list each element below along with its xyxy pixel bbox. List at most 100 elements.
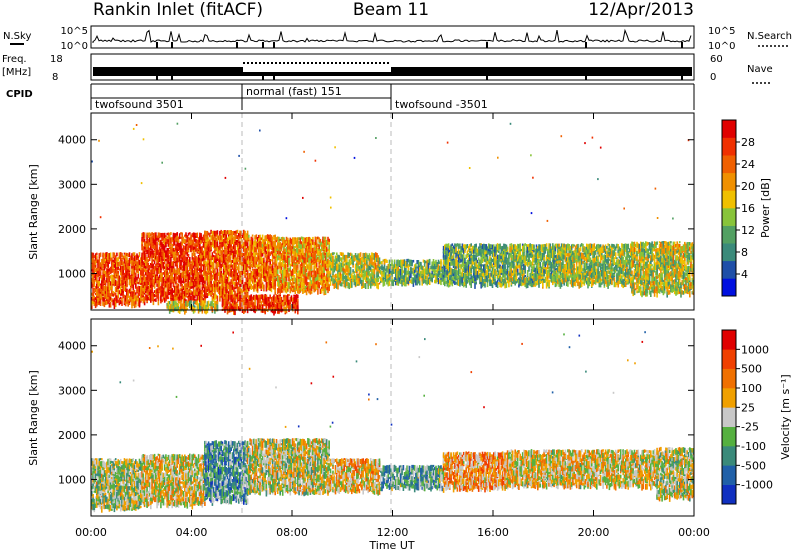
scatter-cell [135, 257, 137, 265]
scatter-cell [205, 230, 207, 235]
scatter-cell [249, 257, 251, 262]
scatter-cell [271, 243, 274, 251]
scatter-cell [260, 270, 263, 274]
scatter-cell [128, 301, 131, 305]
scatter-cell [222, 241, 225, 247]
scatter-cell [251, 252, 254, 256]
scatter-cell [204, 282, 206, 288]
scatter-cell [299, 252, 302, 260]
scatter-cell [185, 271, 187, 276]
scatter-cell [225, 244, 227, 249]
scatter-cell [172, 255, 175, 261]
scatter-cell [117, 288, 119, 296]
scatter-cell [273, 274, 275, 278]
scatter-cell [92, 288, 94, 292]
scatter-cell [256, 264, 259, 268]
scatter-cell [230, 248, 232, 255]
scatter-cell [263, 260, 265, 264]
scatter-cell [227, 261, 230, 264]
scatter-cell [283, 269, 285, 274]
scatter-cell [233, 279, 235, 282]
scatter-cell [187, 296, 190, 302]
scatter-cell [186, 292, 189, 295]
scatter-cell [221, 275, 224, 281]
scatter-cell [106, 268, 108, 274]
scatter-cell [91, 257, 93, 263]
scatter-cell [251, 239, 254, 245]
scatter-cell [210, 282, 212, 288]
scatter-cell [196, 257, 199, 264]
scatter-cell [156, 243, 158, 250]
scatter-cell [162, 287, 165, 293]
scatter-cell [93, 266, 96, 273]
scatter-cell [266, 261, 269, 269]
scatter-cell [288, 267, 290, 272]
scatter-cell [119, 270, 122, 276]
scatter-cell [241, 242, 244, 247]
scatter-cell [117, 271, 119, 274]
scatter-cell [96, 252, 98, 255]
scatter-cell [190, 292, 192, 295]
scatter-cell [101, 275, 103, 281]
scatter-cell [162, 272, 165, 275]
scatter-cell [177, 276, 180, 283]
scatter-cell [224, 272, 226, 278]
scatter-cell [103, 297, 106, 302]
scatter-cell [314, 239, 317, 246]
scatter-cell [319, 271, 322, 276]
scatter-cell [279, 255, 281, 259]
scatter-cell [165, 258, 167, 262]
scatter-cell [155, 274, 157, 280]
scatter-cell [184, 259, 186, 264]
scatter-cell [206, 284, 209, 289]
scatter-cell [176, 266, 178, 273]
scatter-cell [281, 250, 284, 256]
scatter-cell [106, 252, 108, 258]
scatter-cell [197, 272, 200, 280]
scatter-cell [276, 268, 279, 275]
scatter-cell [258, 240, 260, 247]
scatter-cell [279, 253, 281, 257]
scatter-cell [239, 230, 241, 234]
scatter-cell [143, 274, 146, 277]
scatter-cell [141, 298, 143, 301]
scatter-cell [112, 283, 114, 286]
scatter-cell [303, 272, 305, 278]
scatter-cell [212, 256, 215, 263]
scatter-cell [225, 248, 227, 255]
scatter-cell [194, 278, 196, 282]
scatter-cell [135, 275, 137, 282]
scatter-cell [137, 257, 140, 264]
scatter-cell [254, 235, 256, 240]
scatter-cell [293, 241, 295, 245]
scatter-cell [215, 262, 217, 268]
scatter-cell [155, 244, 157, 250]
scatter-cell [214, 255, 216, 261]
scatter-cell [258, 246, 260, 249]
freq-tick-high: 18 [50, 54, 63, 65]
scatter-cell [221, 251, 224, 258]
scatter-cell [226, 276, 229, 284]
scatter-cell [171, 236, 173, 242]
scatter-cell [197, 294, 200, 301]
scatter-cell [176, 283, 178, 286]
scatter-cell [145, 252, 147, 255]
scatter-cell [186, 267, 189, 275]
scatter-cell [136, 286, 138, 294]
scatter-cell [151, 283, 153, 287]
scatter-cell [274, 279, 276, 287]
scatter-cell [220, 242, 222, 248]
scatter-cell [178, 254, 181, 262]
scatter-cell [226, 263, 229, 270]
scatter-cell [181, 271, 183, 277]
scatter-cell [249, 264, 251, 269]
scatter-cell [142, 254, 145, 261]
scatter-cell [307, 248, 309, 252]
scatter-cell [184, 254, 186, 261]
scatter-cell [314, 257, 317, 263]
scatter-cell [162, 258, 165, 261]
scatter-cell [276, 236, 279, 242]
scatter-cell [136, 253, 138, 260]
scatter-cell [249, 244, 251, 250]
scatter-cell [294, 277, 297, 284]
